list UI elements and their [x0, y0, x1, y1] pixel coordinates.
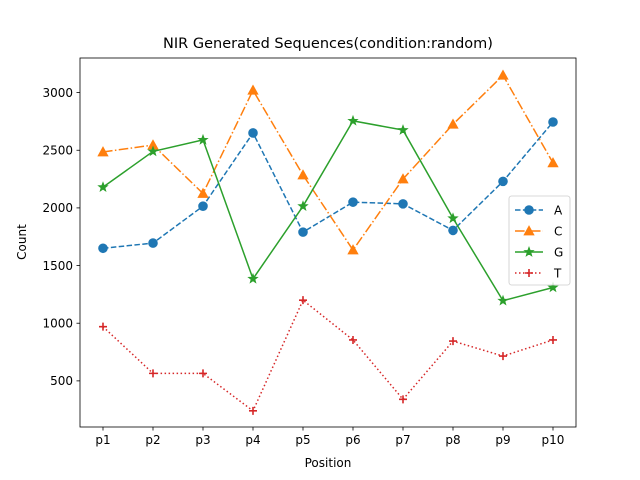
data-point: [497, 69, 509, 80]
x-tick-label: p6: [345, 433, 360, 447]
series-t: [99, 296, 557, 415]
legend-item-t: T: [515, 266, 562, 280]
series-line: [102, 121, 554, 250]
legend-marker: [525, 269, 533, 277]
data-point: [447, 118, 459, 129]
data-point: [398, 199, 408, 209]
data-point: [247, 272, 259, 284]
y-tick-label: 2000: [42, 201, 73, 215]
data-point: [397, 173, 409, 184]
legend-item-g: G: [515, 245, 563, 259]
data-point: [549, 335, 557, 344]
data-point: [497, 294, 509, 306]
data-point: [198, 201, 208, 211]
x-tick-label: p10: [542, 433, 565, 447]
x-tick-label: p4: [245, 433, 260, 447]
data-point: [399, 395, 407, 404]
data-point: [547, 281, 559, 293]
data-point: [297, 169, 309, 180]
legend-marker: [524, 205, 534, 215]
data-point: [299, 296, 307, 305]
data-point: [447, 212, 459, 224]
series-line: [102, 298, 554, 413]
plot-area: [97, 69, 559, 415]
x-tick-label: p5: [295, 433, 310, 447]
x-tick-label: p3: [195, 433, 210, 447]
series-c: [97, 69, 559, 255]
series-line: [102, 74, 554, 252]
data-point: [98, 243, 108, 254]
data-point: [97, 146, 109, 157]
legend-item-c: C: [515, 224, 562, 238]
data-point: [499, 352, 507, 361]
data-point: [347, 244, 359, 255]
y-tick-label: 1500: [42, 259, 73, 273]
x-tick-label: p8: [445, 433, 460, 447]
y-tick-label: 3000: [42, 86, 73, 100]
legend-label: T: [553, 266, 562, 280]
y-tick-label: 500: [50, 374, 73, 388]
legend-marker: [523, 225, 535, 236]
data-point: [97, 181, 109, 192]
x-tick-label: p7: [395, 433, 410, 447]
data-point: [247, 84, 259, 95]
data-point: [298, 227, 308, 237]
data-point: [249, 406, 257, 415]
data-point: [149, 369, 157, 378]
data-point: [347, 114, 359, 126]
x-tick-label: p9: [495, 433, 510, 447]
data-point: [498, 176, 508, 187]
axes: p1 p2 p3 p4 p5 p6 p7 p8 p9 p10 500 1000 1500 2000 2500…: [42, 57, 577, 447]
x-axis-label: Position: [305, 456, 352, 470]
series-line: [102, 120, 554, 302]
legend-label: A: [554, 203, 563, 217]
series-a: [98, 117, 558, 254]
x-tick-label: p1: [95, 433, 110, 447]
legend-label: G: [554, 245, 563, 259]
legend-box: [508, 195, 571, 286]
data-point: [348, 197, 358, 207]
data-point: [449, 337, 457, 346]
data-point: [199, 369, 207, 378]
y-tick-label: 1000: [42, 317, 73, 331]
chart-title: NIR Generated Sequences(condition:random…: [163, 36, 493, 52]
data-point: [197, 133, 209, 145]
data-point: [99, 322, 107, 331]
data-point: [548, 117, 558, 127]
data-point: [297, 200, 309, 211]
data-point: [148, 238, 158, 248]
legend-marker: [523, 246, 535, 257]
data-point: [197, 187, 209, 198]
data-point: [349, 335, 357, 344]
data-point: [547, 157, 559, 168]
data-point: [248, 128, 258, 138]
data-point: [147, 145, 159, 157]
series-g: [97, 114, 559, 306]
plot-frame: [79, 57, 577, 428]
data-point: [397, 124, 409, 135]
data-point: [448, 225, 458, 236]
legend-item-a: A: [515, 203, 563, 217]
y-tick-label: 2500: [42, 144, 73, 158]
x-tick-label: p2: [145, 433, 160, 447]
y-axis-label: Count: [15, 224, 29, 260]
legend-label: C: [554, 224, 562, 238]
